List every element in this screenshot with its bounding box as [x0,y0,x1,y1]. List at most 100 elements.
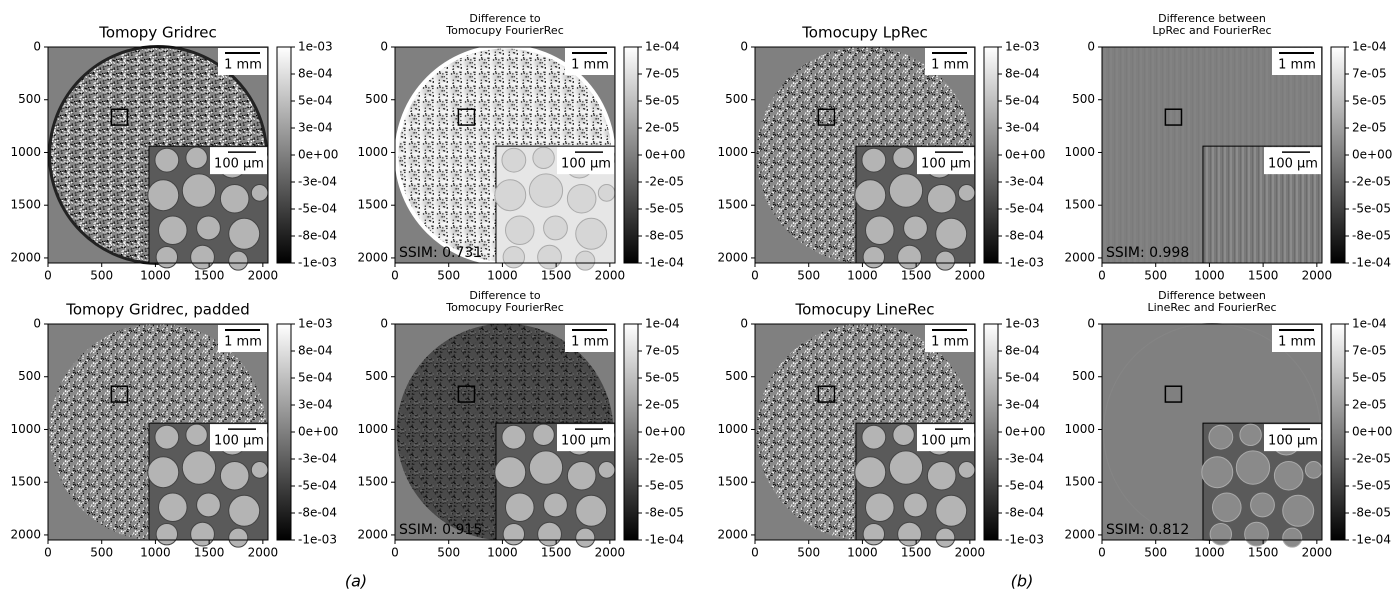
x-tick-label: 2000 [1302,269,1333,283]
x-tick-label: 2000 [595,269,626,283]
inset-bead [196,215,221,241]
zoom-box [110,108,129,126]
y-tick-label: 1000 [10,422,41,436]
y-tick-label: 0 [740,317,748,331]
colorbar-tick-label: -5e-05 [645,479,684,493]
panel-title: Tomocupy LpRec [801,24,928,42]
zoom-box [457,108,476,126]
y-tick-label: 0 [1087,317,1095,331]
panel-title: Tomocupy FourierRec [445,301,564,314]
x-tick-label: 1000 [487,546,518,560]
colorbar [276,323,292,541]
colorbar-tick-label: 0e+00 [1005,425,1045,439]
axes-frame [47,323,269,541]
inset-bead [155,522,179,546]
inset-bead [1209,522,1233,546]
inset-scalebar-label: 100 µm [921,157,971,172]
inset-bead [537,244,562,270]
y-tick-label: 500 [725,369,748,383]
x-tick-label: 500 [437,546,460,560]
inset-bead [1201,456,1234,489]
inset-scalebar-label: 100 µm [1268,157,1318,172]
inset-scalebar-label: 100 µm [561,434,611,449]
y-tick-label: 0 [1087,40,1095,54]
scalebar-label: 1 mm [571,58,609,73]
y-tick-label: 500 [725,92,748,106]
inset-scalebar-label: 100 µm [561,157,611,172]
x-tick-label: 0 [391,269,399,283]
y-tick-label: 500 [18,92,41,106]
x-tick-label: 1500 [901,546,932,560]
colorbar-tick-label: 1e-04 [645,317,680,331]
colorbar-tick-label: 0e+00 [645,425,685,439]
y-tick-label: 1500 [1064,475,1095,489]
y-tick-label: 2000 [717,527,748,541]
inset-bead [502,245,526,269]
inset-bead [228,250,249,271]
y-tick-label: 500 [1072,92,1095,106]
x-tick-label: 0 [391,546,399,560]
colorbar-tick-label: 8e-04 [298,344,333,358]
x-tick-label: 1500 [901,269,932,283]
axes-frame [754,323,976,541]
colorbar-tick-label: -1e-04 [1352,533,1391,547]
inset-bead [228,217,261,250]
axes-frame [754,46,976,264]
x-tick-label: 1500 [1248,546,1279,560]
panel-title: Tomopy Gridrec, padded [65,301,250,319]
x-tick-label: 500 [797,546,820,560]
panel-title: Difference to [469,289,541,302]
x-tick-label: 500 [797,269,820,283]
y-tick-label: 1500 [717,475,748,489]
inset-bead [935,250,956,271]
y-tick-label: 1000 [1064,422,1095,436]
inset-bead [502,522,526,546]
colorbar-tick-label: 0e+00 [1352,425,1392,439]
x-tick-label: 1000 [847,546,878,560]
inset-bead [219,460,250,491]
colorbar-tick-label: 5e-04 [1005,94,1040,108]
ssim-label: SSIM: 0.998 [1106,245,1189,261]
inset-bead [494,456,527,489]
colorbar [623,46,639,264]
y-tick-label: 0 [380,40,388,54]
panel-label: (b) [1011,572,1034,591]
y-tick-label: 1000 [357,422,388,436]
inset-bead [250,461,269,479]
colorbar-tick-label: 1e-04 [1352,317,1387,331]
colorbar-tick-label: 0e+00 [298,148,338,162]
axes-frame [47,46,269,264]
ssim-label: SSIM: 0.915 [399,522,482,538]
colorbar-tick-label: -1e-03 [298,256,337,270]
zoom-box [817,385,836,403]
y-tick-label: 1000 [717,145,748,159]
inset-bead [926,460,957,491]
colorbar-tick-label: -5e-04 [1005,202,1044,216]
inset-bead [181,173,217,208]
panel-title: Tomocupy FourierRec [445,24,564,37]
x-tick-label: 0 [44,546,52,560]
inset-bead [1211,492,1242,523]
colorbar-tick-label: -3e-04 [1005,452,1044,466]
x-tick-label: 2000 [595,546,626,560]
axes-frame [1101,46,1323,264]
y-tick-label: 500 [1072,369,1095,383]
scalebar-label: 1 mm [931,335,969,350]
x-tick-label: 2000 [248,269,279,283]
inset-scalebar-label: 100 µm [921,434,971,449]
x-tick-label: 2000 [955,269,986,283]
inset-bead [1208,424,1234,450]
inset-bead [494,179,527,212]
y-tick-label: 1000 [717,422,748,436]
colorbar-tick-label: -1e-04 [1352,256,1391,270]
colorbar-tick-label: 1e-03 [1005,40,1040,54]
panel-label: (a) [345,572,367,591]
inset-bead [935,527,956,548]
inset-bead [154,424,180,450]
inset-bead [228,527,249,548]
colorbar-tick-label: -5e-04 [298,202,337,216]
inset-bead [1244,521,1269,547]
panel-title: Difference to [469,12,541,25]
colorbar-tick-label: -1e-03 [1005,256,1044,270]
colorbar-tick-label: 3e-04 [298,121,333,135]
